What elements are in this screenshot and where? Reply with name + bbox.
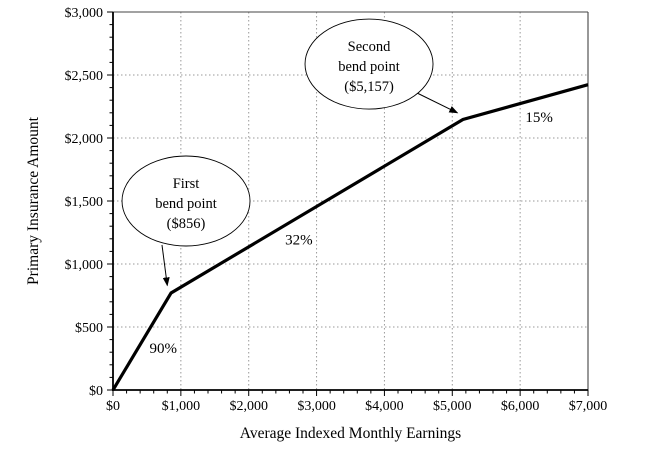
x-tick-label: $7,000 (569, 399, 608, 414)
y-tick-label: $1,500 (65, 195, 104, 210)
slope-labels: 90% 32% 15% (149, 110, 552, 357)
y-axis-title: Primary Insurance Amount (25, 116, 42, 285)
first-bend-point-arrow (161, 244, 170, 287)
x-axis-title: Average Indexed Monthly Earnings (240, 425, 461, 442)
y-tick-label: $0 (89, 384, 103, 399)
y-tick-label: $500 (75, 321, 103, 336)
first-bend-point-text: First (173, 176, 200, 192)
pia-line (111, 83, 589, 391)
slope-label: 90% (149, 341, 177, 357)
x-tick-label: $5,000 (433, 399, 472, 414)
second-bend-point-text: ($5,157) (344, 79, 394, 95)
second-bend-point-text: bend point (338, 59, 400, 75)
y-tick-label: $2,000 (65, 132, 104, 147)
x-tick-label: $6,000 (501, 399, 540, 414)
slope-label: 15% (525, 110, 553, 126)
second-bend-point-text: Second (348, 39, 391, 55)
plot-border (113, 11, 589, 390)
x-tick-label: $3,000 (297, 399, 336, 414)
second-bend-point-arrow (414, 91, 459, 114)
y-tick-labels: $0 $500 $1,000 $1,500 $2,000 $2,500 $3,000 (65, 6, 104, 399)
ticks (107, 11, 589, 396)
x-tick-label: $2,000 (229, 399, 268, 414)
x-tick-label: $4,000 (365, 399, 404, 414)
y-tick-label: $3,000 (65, 6, 104, 21)
slope-label: 32% (285, 232, 313, 248)
x-tick-labels: $0 $1,000 $2,000 $3,000 $4,000 $5,000 $6,000 $7… (106, 399, 607, 414)
first-bend-point-text: bend point (155, 196, 217, 212)
y-tick-label: $2,500 (65, 69, 104, 84)
second-bend-point-ellipse (304, 18, 434, 110)
y-tick-label: $1,000 (65, 258, 104, 273)
first-bend-point-ellipse (121, 155, 251, 247)
first-bend-point-callout: First bend point ($856) (121, 155, 251, 287)
second-bend-point-callout: Second bend point ($5,157) (304, 18, 459, 114)
first-bend-point-text: ($856) (167, 216, 206, 232)
x-tick-label: $1,000 (162, 399, 201, 414)
x-tick-label: $0 (106, 399, 120, 414)
